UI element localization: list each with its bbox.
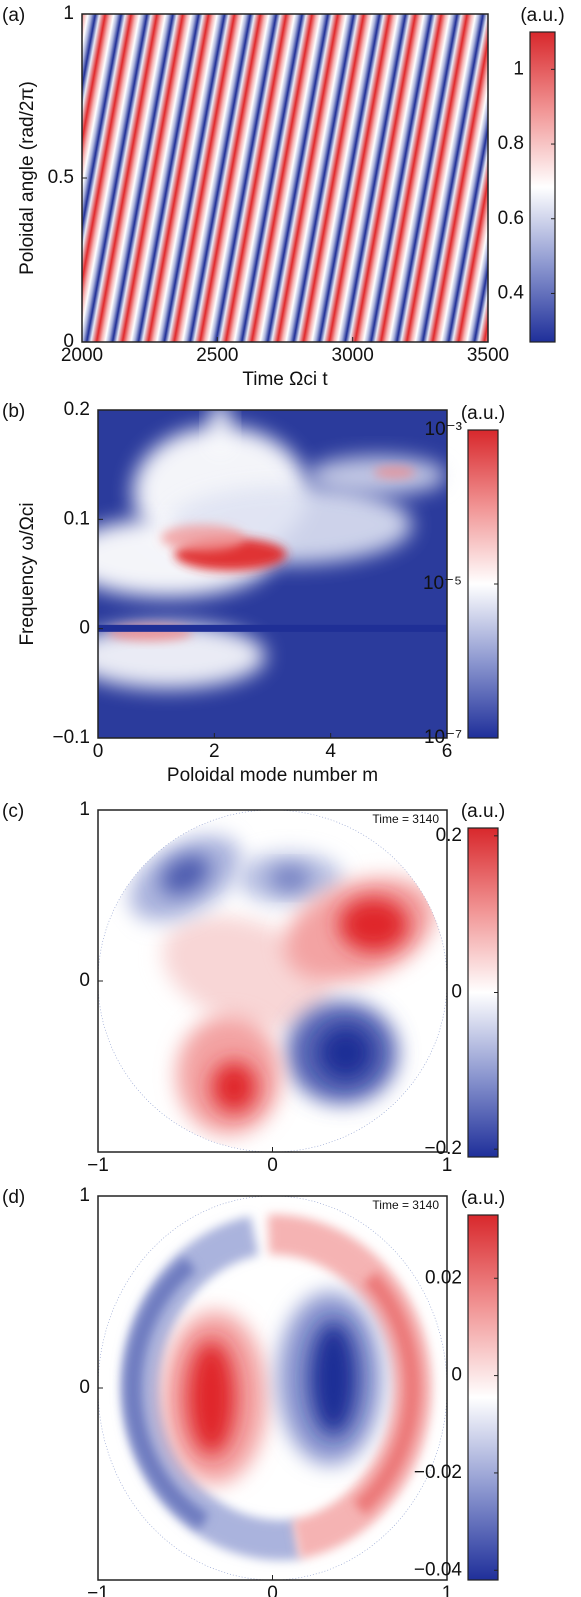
- field-blob: [209, 400, 231, 453]
- x-tick-label: 4: [325, 741, 336, 762]
- colorbar-tick-label: 0.2: [436, 825, 462, 846]
- y-tick-label: 0.5: [48, 167, 74, 188]
- x-tick-label: 1: [442, 1583, 453, 1597]
- field-arc: [353, 1271, 422, 1516]
- colorbar-tick-label: 10⁻³: [425, 419, 463, 440]
- colorbar-label: (a.u.): [461, 801, 505, 822]
- y-axis-label: Frequency ω/Ωci: [17, 502, 38, 645]
- field-blob: [70, 623, 266, 689]
- colorbar-tick-label: −0.04: [414, 1559, 463, 1580]
- field-blob: [269, 866, 311, 891]
- colorbar-label: (a.u.): [520, 5, 564, 26]
- y-tick-label: 1: [79, 799, 90, 820]
- x-tick-label: −1: [87, 1583, 109, 1597]
- panel: (d) −1 0 1 0 1 Time = 3140 (a.u.) −0.04 −0.02 0 0.0…: [2, 1185, 505, 1597]
- field-blob: [211, 1061, 257, 1113]
- colorbar-tick-label: 1: [513, 58, 524, 79]
- colorbar-tick-label: 0.02: [425, 1267, 462, 1288]
- y-tick-label: 0: [63, 331, 74, 352]
- panel-label: (c): [2, 801, 24, 822]
- x-tick-label: 6: [442, 741, 453, 762]
- panel-label: (a): [2, 5, 25, 26]
- x-tick-label: 0: [93, 741, 104, 762]
- annotation: Time = 3140: [372, 812, 439, 826]
- y-tick-label: 0.2: [64, 399, 90, 420]
- y-tick-label: 0.1: [64, 508, 90, 529]
- colorbar-tick-label: −0.02: [414, 1462, 462, 1483]
- colorbar: [467, 429, 499, 739]
- y-tick-label: 0: [79, 970, 90, 991]
- field-arc: [123, 1256, 209, 1530]
- field-band: [98, 624, 447, 632]
- field-blob: [338, 897, 409, 952]
- y-tick-label: 0: [79, 618, 90, 639]
- colorbar-tick-label: 0.6: [498, 208, 524, 229]
- x-tick-label: 3000: [332, 345, 374, 366]
- colorbar-tick-label: −0.2: [424, 1138, 462, 1159]
- panel: (c) −1 0 1 0 1 Time = 3140 (a.u.) −0.2 0 0.2: [2, 799, 505, 1176]
- colorbar-tick-label: 0: [451, 1365, 462, 1386]
- x-tick-label: 2: [209, 741, 220, 762]
- x-tick-label: 2500: [196, 345, 238, 366]
- field-blob: [309, 1320, 359, 1436]
- field-blob: [160, 524, 245, 552]
- field: [129, 835, 436, 1135]
- field-blob: [161, 855, 210, 895]
- panel-label: (b): [2, 401, 25, 422]
- x-axis-label: Time Ωci t: [242, 369, 328, 390]
- colorbar-tick-label: 0: [451, 982, 462, 1003]
- colorbar-label: (a.u.): [461, 403, 505, 424]
- y-tick-label: 0: [79, 1377, 90, 1398]
- colorbar: [529, 31, 556, 343]
- x-tick-label: 3500: [467, 345, 509, 366]
- colorbar: [467, 1214, 499, 1581]
- plot-frame: [97, 409, 448, 739]
- field: [121, 1214, 433, 1561]
- panel-label: (d): [2, 1187, 25, 1208]
- panel: (a) 2000 2500 3000 3500 0 0.5 1 Time Ωci t Poloid…: [2, 3, 565, 390]
- x-tick-label: 1: [442, 1155, 453, 1176]
- field-blob: [373, 465, 416, 479]
- x-tick-label: −1: [87, 1155, 109, 1176]
- field-blob: [317, 1025, 374, 1081]
- colorbar-label: (a.u.): [461, 1188, 505, 1209]
- colorbar: [467, 827, 499, 1158]
- annotation: Time = 3140: [372, 1198, 439, 1212]
- x-tick-label: 2000: [61, 345, 103, 366]
- colorbar-tick-label: 0.4: [498, 282, 525, 303]
- x-axis-label: Poloidal mode number m: [167, 765, 378, 786]
- y-tick-label: −0.1: [52, 727, 90, 748]
- colorbar-tick-label: 10⁻⁵: [423, 573, 462, 594]
- field: [82, 14, 488, 342]
- x-tick-label: 0: [267, 1155, 278, 1176]
- colorbar-tick-label: 10⁻⁷: [424, 727, 462, 748]
- x-tick-label: 0: [267, 1583, 278, 1597]
- y-tick-label: 1: [63, 3, 74, 24]
- colorbar-tick-label: 0.8: [498, 133, 524, 154]
- field-blob: [186, 1340, 236, 1456]
- y-axis-label: Poloidal angle (rad/2π): [17, 81, 38, 275]
- y-tick-label: 1: [79, 1185, 90, 1206]
